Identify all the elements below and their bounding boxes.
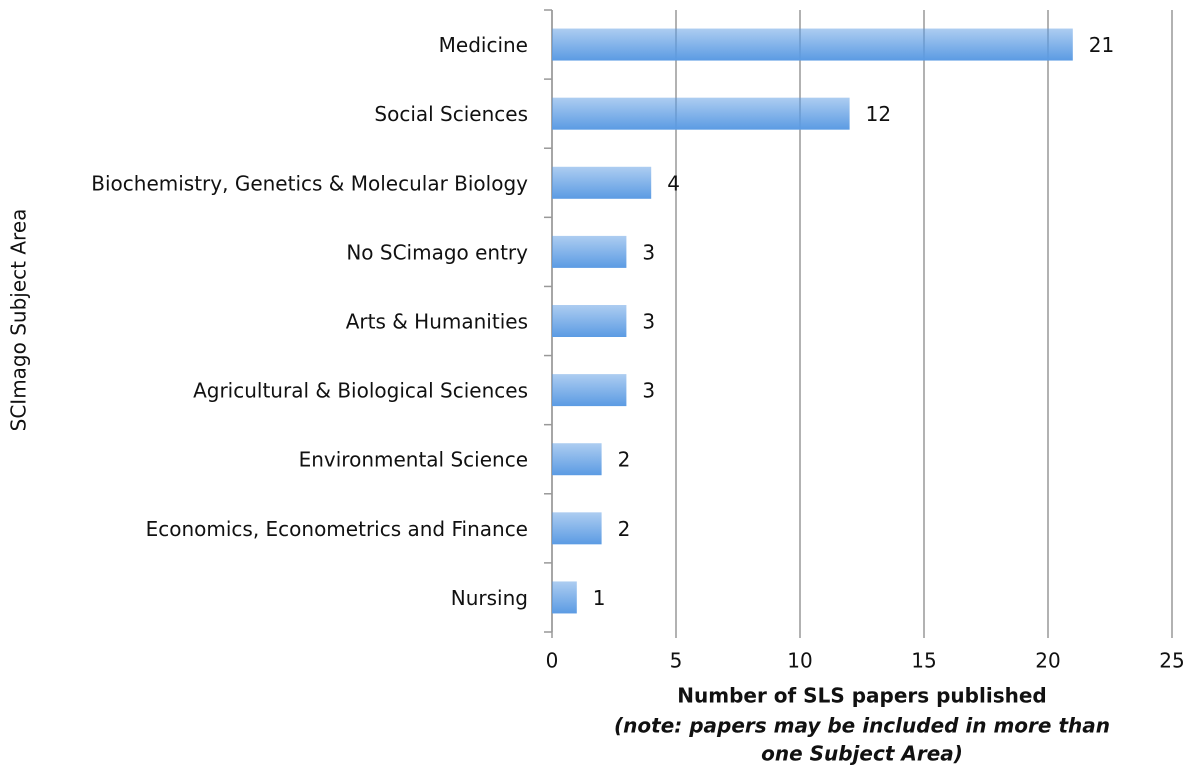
- x-tick-label: 10: [787, 649, 812, 673]
- x-tick-label: 0: [546, 649, 559, 673]
- x-axis-title: Number of SLS papers published: [677, 684, 1046, 708]
- bar: [552, 97, 850, 130]
- y-tick-label: Medicine: [439, 33, 528, 57]
- value-label: 3: [642, 240, 655, 264]
- y-tick-label: No SCimago entry: [346, 240, 528, 264]
- y-tick-label: Arts & Humanities: [346, 310, 528, 334]
- note: one Subject Area): [761, 742, 963, 766]
- value-label: 3: [642, 379, 655, 403]
- value-label: 2: [618, 448, 631, 472]
- bar: [552, 235, 627, 268]
- note: (note: papers may be included in more th…: [614, 714, 1110, 738]
- y-tick-label: Agricultural & Biological Sciences: [193, 379, 528, 403]
- x-tick-label: 15: [911, 649, 936, 673]
- y-tick-label: Nursing: [451, 586, 528, 610]
- value-label: 1: [593, 586, 606, 610]
- value-label: 21: [1089, 33, 1114, 57]
- bar: [552, 374, 627, 407]
- bar: [552, 512, 602, 545]
- bar: [552, 443, 602, 476]
- value-label: 2: [618, 517, 631, 541]
- bar: [552, 28, 1073, 61]
- bar: [552, 305, 627, 337]
- value-label: 4: [667, 171, 680, 195]
- x-tick-label: 20: [1035, 649, 1060, 673]
- y-tick-label: Environmental Science: [299, 448, 528, 472]
- bar: [552, 581, 577, 614]
- bar: [552, 166, 652, 199]
- y-tick-label: Social Sciences: [374, 102, 528, 126]
- y-axis-title: SCImago Subject Area: [7, 209, 31, 432]
- value-label: 12: [866, 102, 891, 126]
- y-tick-label: Biochemistry, Genetics & Molecular Biolo…: [91, 171, 528, 195]
- x-tick-label: 25: [1159, 649, 1184, 673]
- x-tick-label: 5: [670, 649, 683, 673]
- y-tick-label: Economics, Econometrics and Finance: [146, 517, 528, 541]
- value-label: 3: [642, 310, 655, 334]
